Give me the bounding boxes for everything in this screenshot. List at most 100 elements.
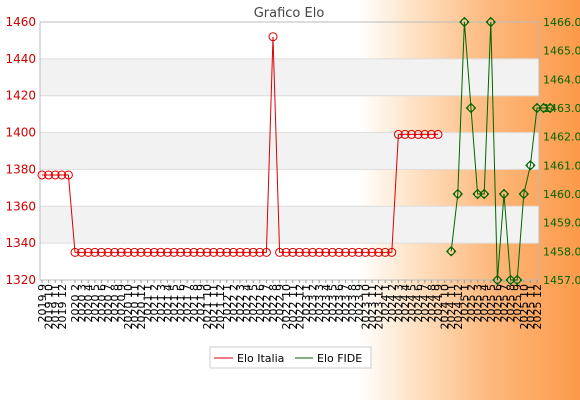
data-point-elo-italia xyxy=(387,247,397,257)
legend-box xyxy=(209,346,372,369)
data-point-elo-italia xyxy=(50,170,60,180)
x-tick-label: 2021 2 xyxy=(148,284,161,323)
x-tick-label: 2025 7 xyxy=(498,284,511,323)
data-point-elo-italia xyxy=(156,247,166,257)
data-point-elo-italia xyxy=(314,247,324,257)
x-tick-label: 2025 5 xyxy=(485,284,498,323)
x-tick-label: 2021 8 xyxy=(188,284,201,323)
y-left-tick-label: 1400 xyxy=(5,126,36,140)
x-tick-label: 2025 10 xyxy=(518,284,531,330)
data-point-elo-italia xyxy=(433,129,443,139)
data-point-ring-elo-fide xyxy=(454,190,462,198)
x-tick-label: 2021 9 xyxy=(194,284,207,323)
data-point-elo-italia xyxy=(202,247,212,257)
data-point-elo-italia xyxy=(136,247,146,257)
data-point-elo-italia xyxy=(281,247,291,257)
x-tick-label: 2020 11 xyxy=(128,284,141,330)
data-point-elo-italia xyxy=(400,129,410,139)
y-left-tick-label: 1320 xyxy=(5,273,36,287)
x-tick-label: 2023 7 xyxy=(340,284,353,323)
data-point-elo-italia xyxy=(209,247,219,257)
data-point-elo-italia xyxy=(143,247,153,257)
x-tick-label: 2022 7 xyxy=(260,284,273,323)
x-tick-label: 2022 5 xyxy=(247,284,260,323)
y-right-tick-label: 1465.0 xyxy=(543,45,580,58)
chart-title: Grafico Elo xyxy=(254,6,325,21)
x-tick-label: 2022 4 xyxy=(241,284,254,323)
data-point-elo-italia xyxy=(255,247,265,257)
x-tick-label: 2019 10 xyxy=(43,284,56,330)
x-tick-label: 2020 6 xyxy=(95,284,108,323)
grid-band xyxy=(40,206,539,244)
x-tick-label: 2025 1 xyxy=(458,284,471,323)
data-point-ring-elo-fide xyxy=(487,18,495,26)
x-tick-label: 2019 12 xyxy=(56,284,69,330)
x-tick-label: 2023 6 xyxy=(333,284,346,323)
legend: Elo Italia Elo FIDE xyxy=(209,346,372,369)
data-point-elo-italia xyxy=(334,247,344,257)
data-point-elo-italia xyxy=(308,247,318,257)
data-point-ring-elo-fide xyxy=(460,18,469,26)
data-point-elo-italia xyxy=(77,247,87,257)
x-tick-label: 2022 6 xyxy=(254,284,267,323)
x-tick-label: 2019 11 xyxy=(49,284,62,330)
data-point-elo-italia xyxy=(367,247,377,257)
data-point-elo-italia xyxy=(169,247,179,257)
y-left-tick-label: 1440 xyxy=(5,52,36,66)
x-tick-label: 2024 4 xyxy=(399,284,412,323)
data-point-elo-italia xyxy=(116,247,126,257)
x-tick-label: 2022 3 xyxy=(234,284,247,323)
x-tick-label: 2025 3 xyxy=(472,284,485,323)
data-point-elo-italia xyxy=(57,170,67,180)
data-point-elo-italia xyxy=(176,247,186,257)
x-tick-label: 2019 9 xyxy=(36,284,49,323)
grid-band xyxy=(40,132,539,170)
x-tick-label: 2025 4 xyxy=(478,284,491,323)
y-left-tick-label: 1420 xyxy=(5,89,36,103)
data-point-elo-italia xyxy=(63,170,73,180)
legend-elo-italia-label: Elo Italia xyxy=(237,352,284,365)
y-left-tick-label: 1340 xyxy=(5,236,36,250)
x-tick-label: 2024 10 xyxy=(439,284,452,330)
data-point-elo-italia xyxy=(327,247,337,257)
x-tick-label: 2022 9 xyxy=(274,284,287,323)
x-tick-label: 2022 1 xyxy=(221,284,234,323)
data-point-elo-italia xyxy=(275,247,285,257)
x-tick-label: 2020 5 xyxy=(89,284,102,323)
x-tick-label: 2022 11 xyxy=(287,284,300,330)
x-tick-label: 2020 8 xyxy=(109,284,122,323)
data-point-elo-italia xyxy=(195,247,205,257)
y-right-tick-label: 1464.0 xyxy=(543,73,580,86)
x-tick-label: 2021 12 xyxy=(214,284,227,330)
data-point-elo-italia xyxy=(268,32,278,42)
x-tick-label: 2020 2 xyxy=(69,284,82,323)
data-point-elo-italia xyxy=(407,129,417,139)
data-point-elo-italia xyxy=(44,170,54,180)
data-point-elo-italia xyxy=(70,247,80,257)
x-tick-label: 2022 10 xyxy=(280,284,293,330)
plot-frame xyxy=(39,21,540,281)
x-tick-label: 2025 6 xyxy=(491,284,504,323)
data-point-elo-italia xyxy=(182,247,192,257)
x-tick-label: 2025 9 xyxy=(511,284,524,323)
x-tick-label: 2025 2 xyxy=(465,284,478,323)
x-tick-label: 2023 1 xyxy=(300,284,313,323)
x-tick-label: 2024 12 xyxy=(452,284,465,330)
data-point-ring-elo-fide xyxy=(500,190,508,198)
x-tick-label: 2023 12 xyxy=(373,284,386,330)
data-point-elo-italia xyxy=(413,129,423,139)
x-tick-label: 2024 8 xyxy=(425,284,438,323)
data-point-elo-italia xyxy=(162,247,172,257)
x-tick-label: 2020 10 xyxy=(122,284,135,330)
legend-elo-fide-label: Elo FIDE xyxy=(317,352,362,365)
data-point-elo-italia xyxy=(189,247,199,257)
x-tick-label: 2021 3 xyxy=(155,284,168,323)
data-point-ring-elo-fide xyxy=(513,276,522,284)
x-tick-label: 2023 3 xyxy=(313,284,326,323)
x-tick-label: 2023 4 xyxy=(320,284,333,323)
data-point-ring-elo-fide xyxy=(480,190,489,198)
data-point-elo-italia xyxy=(110,247,120,257)
data-point-elo-italia xyxy=(83,247,93,257)
data-point-ring-elo-fide xyxy=(546,104,555,112)
